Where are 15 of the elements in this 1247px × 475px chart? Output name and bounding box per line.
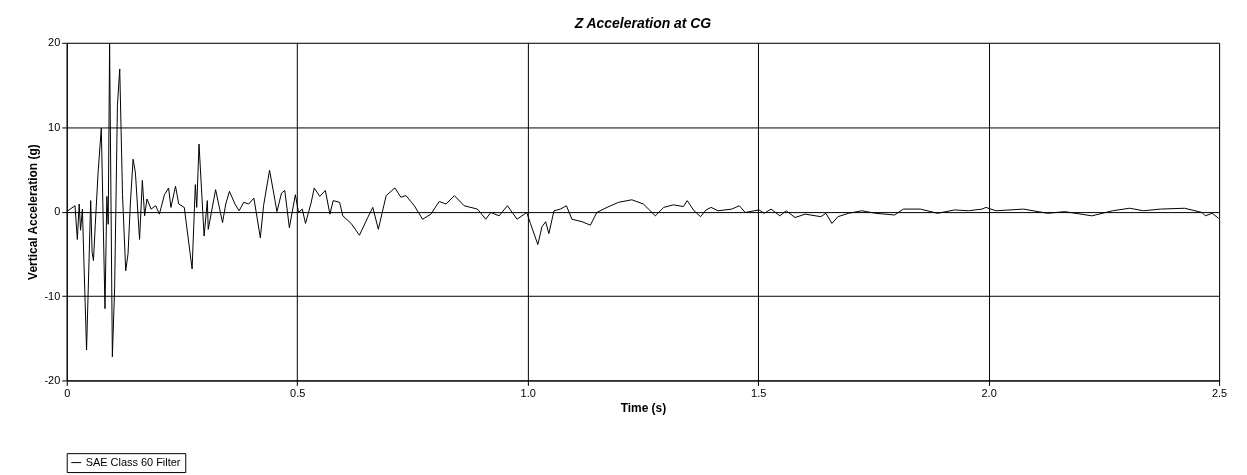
y-tick-label: -20 (44, 373, 61, 386)
x-tick-label: 0 (64, 386, 71, 399)
y-axis-title: Vertical Acceleration (g) (26, 144, 41, 280)
x-tick-label: 1.0 (520, 386, 536, 399)
x-tick-label: 1.5 (751, 386, 767, 399)
chart-title: Z Acceleration at CG (573, 14, 712, 31)
x-tick-label: 2.0 (981, 386, 997, 399)
x-tick-label: 2.5 (1212, 386, 1228, 399)
y-tick-label: 20 (48, 36, 61, 49)
x-axis-title: Time (s) (620, 400, 667, 415)
legend-label: SAE Class 60 Filter (85, 455, 181, 468)
x-tick-label: 0.5 (290, 386, 306, 399)
y-tick-label: -10 (44, 289, 61, 302)
y-tick-label: 10 (48, 120, 61, 133)
y-tick-label: 0 (54, 205, 61, 218)
